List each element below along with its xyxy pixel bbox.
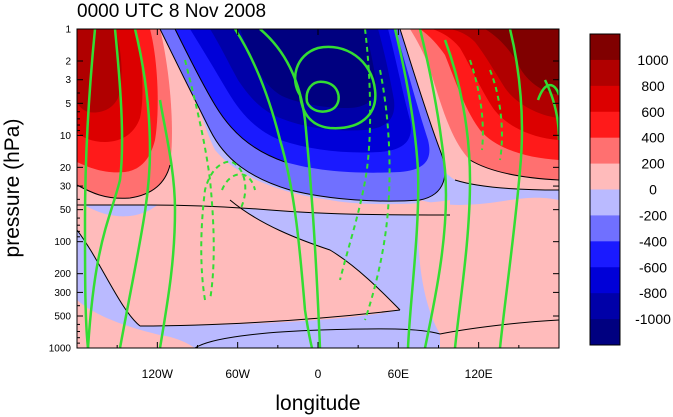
y-tick-label: 1 (65, 25, 71, 36)
y-tick-label: 10 (60, 131, 72, 142)
green-dashed-contour-4 (339, 29, 372, 281)
green-dashed-contour-5 (364, 69, 391, 321)
y-tick-label: 5 (65, 99, 71, 110)
colorbar: 1000 800 600 400 200 0 -200 -400 -600 -800 -1000 (589, 33, 671, 346)
y-tick-label: 50 (60, 205, 72, 216)
colorbar-swatch (590, 189, 620, 216)
green-contour-4 (158, 99, 177, 348)
field-positive-lobe-left (77, 29, 450, 215)
colorbar-label: -1000 (635, 311, 671, 327)
colorbar-label: 0 (649, 182, 657, 198)
green-contour-3 (118, 29, 152, 348)
green-dashed-contour-7 (489, 69, 503, 161)
colorbar-swatch (590, 137, 620, 165)
y-axis: 1 2 3 5 10 20 30 50 100 200 300 500 1000 (49, 25, 559, 355)
green-dashed-contour-1 (184, 59, 215, 301)
green-contours (83, 29, 559, 348)
black-contours (77, 29, 559, 348)
colorbar-frame (589, 33, 621, 346)
x-tick-label: 0 (315, 367, 322, 381)
colorbar-label: 800 (641, 78, 665, 94)
green-dashed-contours (184, 29, 503, 321)
green-contour-9 (393, 29, 420, 348)
y-tick-label: 300 (54, 288, 71, 299)
colorbar-label: 600 (641, 104, 665, 120)
field-positive-lobe-left-max (77, 29, 122, 113)
x-axis: 120W 60W 0 60E 120E (116, 29, 520, 381)
x-tick-label: 60W (225, 367, 250, 381)
green-dashed-contour-6 (469, 59, 484, 151)
colorbar-label: -800 (639, 285, 667, 301)
y-tick-label: 100 (54, 237, 71, 248)
x-axis-title: longitude (275, 392, 360, 415)
field-positive-bottom-right (440, 320, 559, 348)
colorbar-swatch (590, 34, 620, 61)
green-contour-12 (498, 29, 524, 348)
colorbar-swatch (590, 59, 620, 87)
x-tick-label: 60E (388, 367, 409, 381)
field-positive-lower (77, 191, 400, 326)
green-contour-10 (418, 29, 448, 348)
colorbar-swatch (590, 267, 620, 294)
y-axis-title: pressure (hPa) (1, 119, 24, 258)
colorbar-label: 200 (641, 156, 665, 172)
y-tick-label: 30 (60, 182, 72, 193)
colorbar-label: 400 (641, 130, 665, 146)
green-contour-6 (259, 29, 322, 348)
green-contour-7 (293, 45, 377, 130)
green-contour-5 (233, 29, 314, 348)
field-positive-lobe-right-peak (485, 29, 559, 95)
y-tick-label: 20 (60, 163, 72, 174)
green-contour-14 (536, 83, 559, 101)
y-tick-label: 1000 (49, 344, 72, 355)
colorbar-label: -600 (639, 259, 667, 275)
chart-title: 0000 UTC 8 Nov 2008 (77, 1, 266, 22)
colorbar-swatch (590, 111, 620, 139)
colorbar-swatch (590, 215, 620, 242)
y-tick-label: 200 (54, 269, 71, 280)
green-contour-2 (86, 29, 124, 348)
plot-area (77, 29, 559, 348)
y-tick-label: 2 (65, 57, 71, 68)
field-positive-bottom-left (77, 300, 195, 348)
y-tick-label: 500 (54, 311, 71, 322)
green-contour-1 (83, 29, 97, 348)
colorbar-label: -200 (639, 207, 667, 223)
green-contour-8 (305, 80, 340, 113)
x-tick-label: 120W (142, 367, 174, 381)
green-contour-11 (443, 39, 472, 348)
x-tick-label: 120E (465, 367, 493, 381)
colorbar-swatch (590, 241, 620, 268)
colorbar-label: 1000 (637, 52, 668, 68)
green-dashed-contour-2 (200, 160, 247, 301)
colorbar-swatch (590, 163, 620, 190)
y-tick-label: 3 (65, 75, 71, 86)
colorbar-label: -400 (639, 233, 667, 249)
colorbar-swatch (590, 293, 620, 320)
field-positive-right (418, 197, 559, 334)
colorbar-swatch (590, 85, 620, 113)
field-negative-bottom (195, 328, 440, 348)
colorbar-swatch (590, 319, 620, 346)
